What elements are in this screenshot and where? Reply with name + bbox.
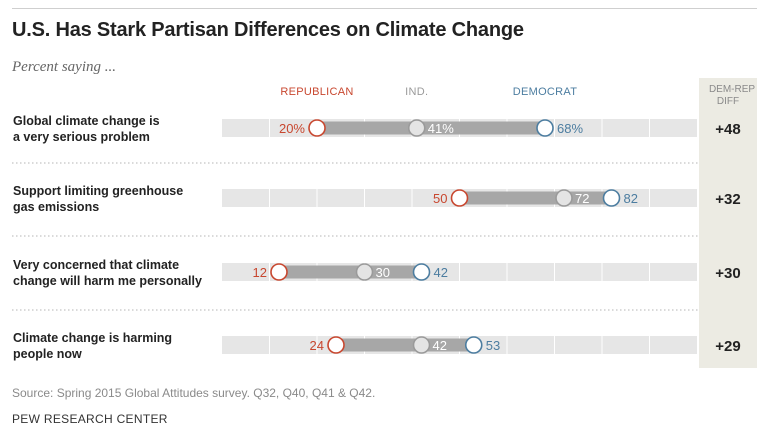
dot-republican (327, 336, 345, 354)
row-label: a very serious problem (13, 130, 150, 144)
value-label-democrat: 42 (434, 265, 448, 280)
dot-republican (308, 119, 326, 137)
dot-ind (407, 119, 426, 137)
value-label-ind: 72 (575, 191, 589, 206)
dot-democrat (412, 263, 431, 281)
chart-subtitle: Percent saying ... (12, 59, 116, 75)
value-label-ind: 42 (433, 338, 447, 353)
value-label-republican: 50 (433, 191, 447, 206)
legend-republican: REPUBLICAN (280, 86, 353, 98)
range-bar (459, 191, 612, 205)
legend-ind: IND. (405, 86, 428, 98)
row-label: Climate change is harming (13, 331, 172, 345)
diff-header-line1: DEM-REP (709, 84, 755, 95)
dot-republican (270, 263, 288, 281)
dot-ind (412, 336, 431, 354)
dot-democrat (536, 119, 554, 137)
diff-header-line2: DIFF (717, 96, 739, 107)
range-bar (336, 338, 474, 352)
value-label-ind: 30 (376, 265, 390, 280)
diff-value: +29 (715, 338, 740, 355)
value-label-ind: 41% (428, 121, 454, 136)
dot-ind (555, 189, 573, 207)
organization-credit: PEW RESEARCH CENTER (12, 412, 168, 426)
diff-value: +32 (715, 191, 740, 208)
diff-column (699, 78, 757, 368)
top-rule (12, 8, 757, 9)
value-label-republican: 20% (279, 121, 305, 136)
dot-democrat (602, 189, 621, 207)
diff-value: +30 (715, 265, 740, 282)
value-label-republican: 24 (310, 338, 324, 353)
row-label: change will harm me personally (13, 274, 202, 288)
row-label: Support limiting greenhouse (13, 184, 183, 198)
value-label-democrat: 68% (557, 121, 583, 136)
value-label-democrat: 82 (624, 191, 638, 206)
source-note: Source: Spring 2015 Global Attitudes sur… (12, 386, 376, 400)
diff-value: +48 (715, 121, 740, 138)
row-label: people now (13, 347, 82, 361)
row-label: Very concerned that climate (13, 258, 179, 272)
value-label-republican: 12 (253, 265, 267, 280)
legend-democrat: DEMOCRAT (513, 86, 578, 98)
chart-title: U.S. Has Stark Partisan Differences on C… (12, 19, 524, 41)
dot-republican (450, 189, 469, 207)
row-label: gas emissions (13, 200, 99, 214)
range-bar (279, 265, 422, 279)
value-label-democrat: 53 (486, 338, 500, 353)
dot-democrat (464, 336, 483, 354)
range-bar (317, 121, 545, 135)
dot-ind (355, 263, 374, 281)
row-label: Global climate change is (13, 114, 160, 128)
